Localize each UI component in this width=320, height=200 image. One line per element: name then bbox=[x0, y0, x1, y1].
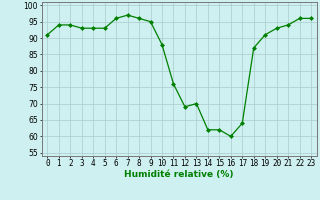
X-axis label: Humidité relative (%): Humidité relative (%) bbox=[124, 170, 234, 179]
